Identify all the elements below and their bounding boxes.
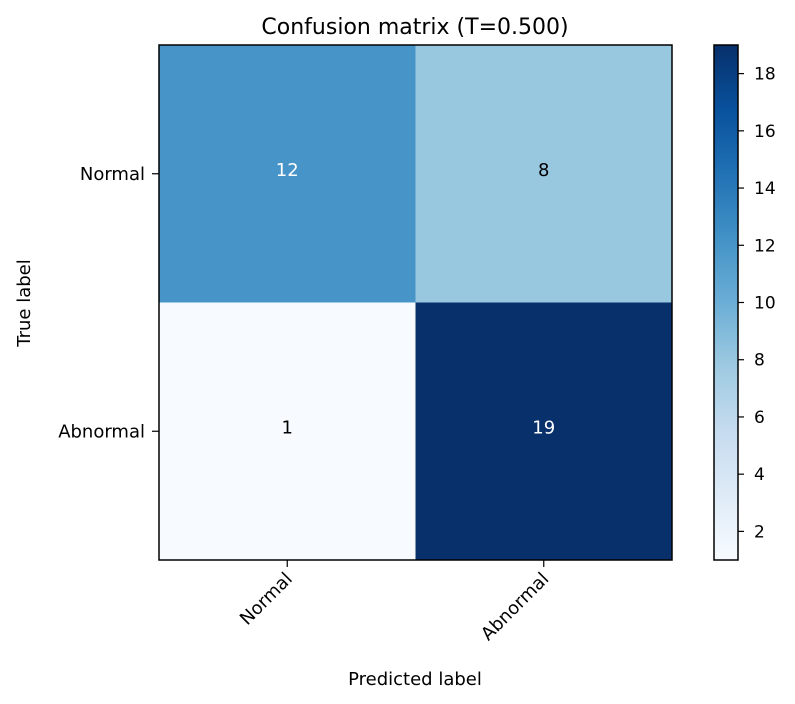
chart-title: Confusion matrix (T=0.500) <box>261 15 568 40</box>
matrix-cells: 12 8 1 19 <box>159 45 673 561</box>
colorbar <box>713 44 739 561</box>
y-axis-label: True label <box>14 259 35 348</box>
plot-frame <box>158 44 673 561</box>
x-ticks: Normal Abnormal <box>236 560 553 645</box>
matrix-cell <box>159 45 416 303</box>
y-ticks: Normal Abnormal <box>58 164 159 442</box>
y-tick-label: Normal <box>80 164 145 185</box>
x-tick-label: Abnormal <box>477 569 553 645</box>
y-tick-label: Abnormal <box>58 421 145 442</box>
matrix-cell <box>415 302 673 561</box>
colorbar-ticks: 2 4 6 8 10 12 14 16 18 <box>738 65 776 542</box>
colorbar-tick-label: 10 <box>754 294 776 314</box>
colorbar-tick-label: 2 <box>754 522 765 542</box>
colorbar-tick-label: 16 <box>754 122 776 142</box>
matrix-cell <box>415 45 673 303</box>
colorbar-tick-label: 4 <box>754 465 765 485</box>
colorbar-tick-label: 14 <box>754 179 776 199</box>
cell-value-label: 1 <box>282 417 293 438</box>
colorbar-tick-label: 8 <box>754 351 765 371</box>
x-tick-label: Normal <box>236 569 297 630</box>
cell-value-label: 12 <box>276 160 299 181</box>
colorbar-tick-label: 18 <box>754 65 776 85</box>
x-axis-label: Predicted label <box>348 669 482 690</box>
cell-value-label: 8 <box>538 160 549 181</box>
cell-value-label: 19 <box>532 417 555 438</box>
matrix-cell <box>159 302 416 561</box>
colorbar-tick-label: 12 <box>754 236 776 256</box>
colorbar-tick-label: 6 <box>754 408 765 428</box>
